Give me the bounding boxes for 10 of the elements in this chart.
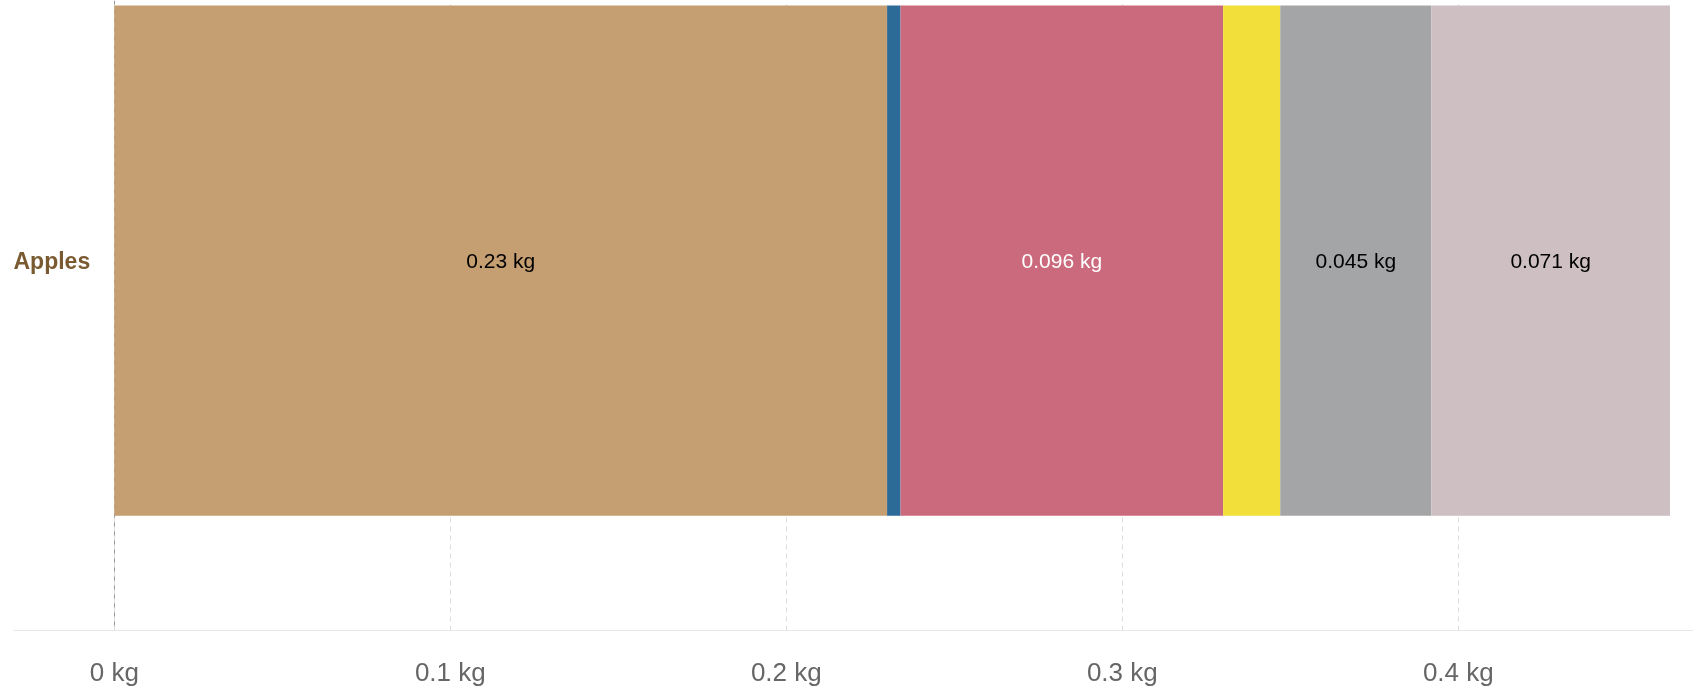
x-tick-label: 0.4 kg bbox=[1422, 656, 1494, 687]
x-tick-label: 0.3 kg bbox=[1086, 656, 1158, 687]
data-label: 0.071 kg bbox=[1510, 249, 1591, 273]
y-tick-label: Apples bbox=[13, 247, 91, 274]
x-tick-label: 0 kg bbox=[89, 656, 139, 687]
data-label: 0.096 kg bbox=[1021, 249, 1103, 273]
x-tick-label: 0.1 kg bbox=[414, 656, 486, 687]
data-label: 0.045 kg bbox=[1315, 249, 1397, 273]
x-tick-label: 0.2 kg bbox=[750, 656, 822, 687]
data-label: 0.23 kg bbox=[466, 249, 536, 273]
